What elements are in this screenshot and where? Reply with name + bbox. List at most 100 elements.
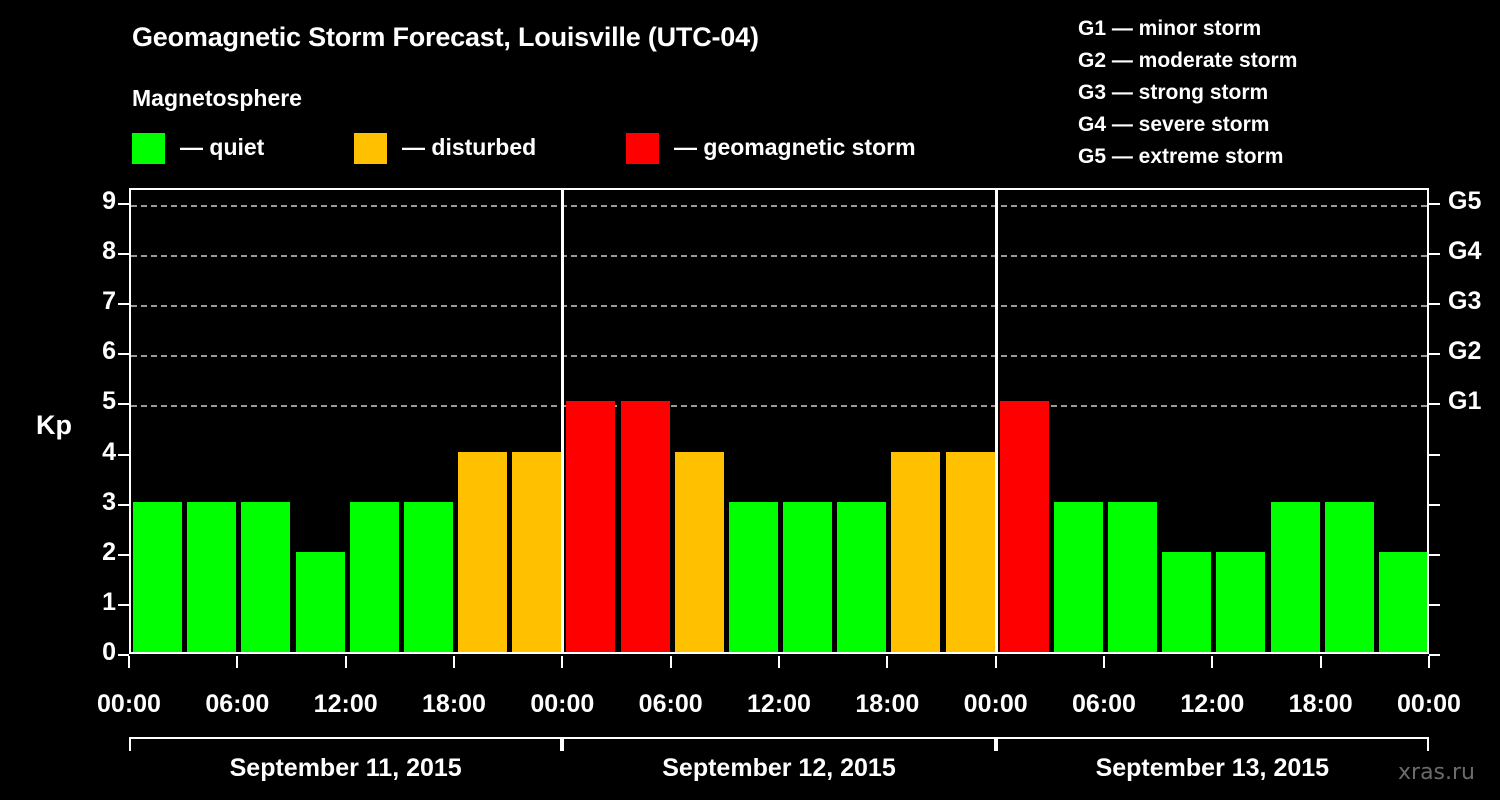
y-tick-label-7: 7 (102, 287, 116, 316)
g-scale-label-G2: G2 (1448, 337, 1482, 366)
g-legend-row-3: G3 — strong storm (1078, 81, 1269, 104)
g-scale-label-G3: G3 (1448, 287, 1482, 316)
bar (1324, 501, 1374, 652)
x-tick-label: 12:00 (1180, 690, 1245, 718)
bar (1053, 501, 1103, 652)
y-tick-left-7 (118, 303, 129, 306)
y-tick-right-6 (1429, 353, 1440, 356)
x-tick (128, 656, 130, 668)
gridline-kp-9 (131, 205, 1427, 207)
x-tick-label: 06:00 (638, 690, 703, 718)
y-tick-left-8 (118, 253, 129, 256)
x-tick-label: 18:00 (855, 690, 920, 718)
x-tick (1211, 656, 1214, 668)
bar (1108, 501, 1158, 652)
bar (728, 501, 778, 652)
bar (999, 401, 1049, 652)
y-tick-left-3 (118, 503, 129, 506)
y-tick-label-9: 9 (102, 187, 116, 215)
g-legend-row-4: G4 — severe storm (1078, 113, 1270, 136)
bar (458, 451, 508, 652)
bar (837, 501, 887, 652)
bar (349, 501, 399, 652)
y-tick-label-1: 1 (102, 587, 116, 616)
y-tick-right-2 (1429, 553, 1440, 556)
day-divider (561, 188, 565, 652)
y-tick-label-6: 6 (102, 337, 116, 366)
day-band (995, 737, 1429, 751)
y-tick-label-5: 5 (102, 387, 116, 416)
day-band (129, 737, 563, 751)
bar (945, 451, 995, 652)
x-tick-label: 12:00 (313, 690, 378, 718)
y-tick-label-4: 4 (102, 437, 116, 466)
g-scale-label-G4: G4 (1448, 237, 1482, 266)
legend-label-storm: — geomagnetic storm (674, 134, 916, 160)
day-divider (994, 188, 998, 652)
y-tick-right-9 (1429, 203, 1440, 205)
gridline-kp-8 (131, 255, 1427, 258)
x-tick-label: 18:00 (422, 690, 486, 718)
x-tick (236, 656, 239, 668)
y-tick-label-2: 2 (102, 537, 116, 566)
bar (566, 401, 616, 652)
y-tick-left-6 (118, 353, 129, 356)
legend-item-quiet: — quiet (132, 133, 264, 167)
bar (241, 501, 291, 652)
y-tick-label-8: 8 (102, 237, 116, 266)
chart-subtitle: Magnetosphere (132, 85, 302, 111)
plot-inner (131, 190, 1427, 652)
x-tick (778, 656, 780, 668)
legend-item-storm: — geomagnetic storm (626, 133, 916, 167)
y-tick-right-8 (1429, 253, 1440, 256)
x-tick (453, 656, 455, 668)
y-axis-title: Kp (36, 410, 72, 440)
day-label: September 12, 2015 (662, 754, 896, 782)
bar (1378, 551, 1427, 652)
bar (403, 501, 453, 652)
y-tick-left-1 (118, 603, 129, 606)
x-tick-label: 12:00 (747, 690, 811, 718)
x-tick-label: 18:00 (1288, 690, 1353, 718)
x-tick (886, 656, 889, 668)
g-scale-label-G5: G5 (1448, 187, 1482, 215)
day-band (562, 737, 996, 751)
page-title: Geomagnetic Storm Forecast, Louisville (… (132, 22, 759, 52)
g-legend-row-5: G5 — extreme storm (1078, 145, 1284, 168)
legend-label-quiet: — quiet (180, 134, 265, 160)
x-tick-label: 00:00 (963, 690, 1028, 718)
legend-label-disturbed: — disturbed (402, 134, 537, 160)
y-tick-left-2 (118, 553, 129, 556)
y-tick-right-4 (1429, 453, 1440, 456)
y-tick-label-3: 3 (102, 487, 116, 516)
bar (1216, 551, 1266, 652)
x-tick (1319, 656, 1322, 668)
gridline-kp-6 (131, 355, 1427, 358)
x-tick (1103, 656, 1105, 668)
bar (133, 501, 183, 652)
plot-area (129, 188, 1429, 654)
x-tick (561, 656, 564, 668)
bar (674, 451, 724, 652)
y-tick-left-0 (118, 654, 129, 656)
bar (783, 501, 833, 652)
legend-swatch-storm (626, 133, 659, 164)
x-tick (669, 656, 672, 668)
x-tick-label: 06:00 (1072, 690, 1136, 718)
bar (295, 551, 345, 652)
legend-swatch-disturbed (354, 133, 387, 164)
bar (1162, 551, 1212, 652)
bar (620, 401, 670, 652)
y-tick-right-3 (1429, 503, 1440, 506)
g-legend-row-2: G2 — moderate storm (1078, 49, 1298, 72)
x-tick (344, 656, 347, 668)
x-tick (994, 656, 997, 668)
bar (1270, 501, 1320, 652)
y-tick-left-9 (118, 203, 129, 205)
day-label: September 11, 2015 (229, 754, 462, 782)
y-tick-left-5 (118, 403, 129, 406)
x-tick-label: 06:00 (205, 690, 270, 718)
watermark: xras.ru (1398, 760, 1475, 785)
legend-swatch-quiet (132, 133, 165, 164)
